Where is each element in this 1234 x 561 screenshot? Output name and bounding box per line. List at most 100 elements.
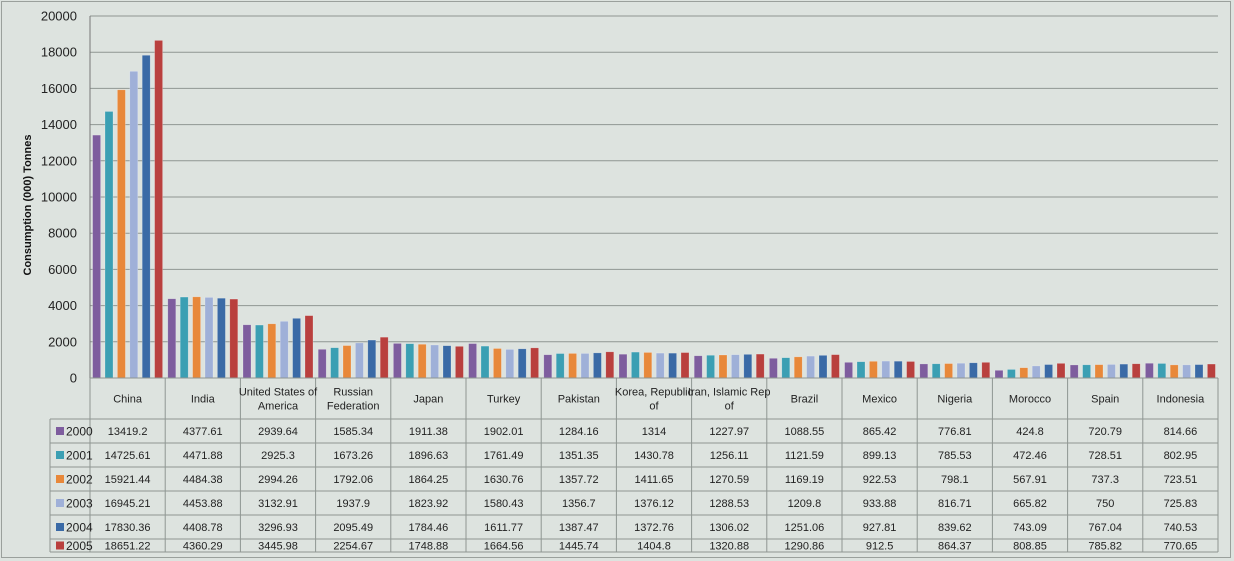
data-label: 927.81: [863, 522, 897, 534]
bar-2000: [543, 354, 553, 379]
bar-2000: [468, 343, 477, 379]
data-label: 1411.65: [635, 474, 674, 486]
legend-swatch-2000: [56, 427, 64, 435]
bar-2002: [117, 89, 126, 379]
data-label: 1284.16: [559, 426, 599, 438]
bar-2000: [693, 355, 703, 379]
bar-2004: [367, 339, 377, 379]
legend-swatch-2004: [56, 523, 64, 531]
data-label: 865.42: [863, 426, 897, 438]
bar-2002: [944, 363, 953, 379]
category-label: Federation: [327, 401, 380, 413]
data-label: 1611.77: [484, 522, 523, 534]
data-label: 740.53: [1164, 522, 1198, 534]
data-label: 720.79: [1088, 426, 1122, 438]
data-label: 4360.29: [183, 541, 223, 553]
data-label: 1748.88: [409, 541, 449, 553]
bar-2000: [317, 349, 327, 379]
data-label: 1792.06: [333, 474, 373, 486]
data-label: 1673.26: [333, 450, 373, 462]
data-label: 3296.93: [258, 522, 298, 534]
data-label: 2254.67: [333, 541, 373, 553]
bar-2000: [1069, 364, 1079, 379]
data-label: 1256.11: [710, 450, 749, 462]
data-label: 1372.76: [634, 522, 674, 534]
y-tick-label: 12000: [41, 153, 77, 168]
bar-2003: [881, 360, 891, 379]
data-label: 1430.78: [634, 450, 674, 462]
legend-swatch-2002: [56, 475, 64, 483]
bar-2002: [267, 323, 277, 379]
bar-2003: [806, 355, 815, 379]
data-label: 1902.01: [484, 426, 524, 438]
data-label: 16945.21: [105, 498, 151, 510]
data-label: 1823.92: [409, 498, 449, 510]
data-label: 750: [1096, 498, 1114, 510]
data-label: 1251.06: [785, 522, 825, 534]
bar-2005: [605, 351, 615, 379]
data-label: 785.53: [938, 450, 972, 462]
data-label: 2095.49: [333, 522, 373, 534]
bar-2000: [92, 134, 101, 379]
legend-label: 2005: [66, 539, 93, 553]
bar-2003: [129, 70, 139, 379]
data-label: 770.65: [1164, 541, 1198, 553]
category-label: Japan: [413, 394, 443, 406]
bar-2005: [1131, 363, 1141, 379]
legend-label: 2004: [66, 521, 93, 535]
bar-2005: [906, 361, 915, 379]
legend-label: 2003: [66, 497, 93, 511]
data-label: 1784.46: [409, 522, 449, 534]
bar-2001: [179, 296, 189, 379]
data-label: 13419.2: [108, 426, 148, 438]
bar-2001: [931, 363, 941, 379]
bar-2000: [393, 343, 402, 379]
category-label: Pakistan: [558, 394, 600, 406]
data-label: 14725.61: [105, 450, 151, 462]
data-label: 1630.76: [484, 474, 524, 486]
bar-2004: [1194, 364, 1204, 379]
bar-2003: [505, 349, 515, 379]
bar-2000: [242, 324, 252, 379]
legend-swatch-2005: [56, 541, 64, 550]
bar-2002: [417, 343, 427, 379]
data-label: 1864.25: [409, 474, 449, 486]
bar-2003: [355, 342, 364, 379]
data-label: 4484.38: [183, 474, 223, 486]
bar-2004: [969, 362, 978, 379]
data-label: 1288.53: [709, 498, 749, 510]
data-label: 1896.63: [409, 450, 449, 462]
bar-2000: [844, 362, 853, 379]
bar-2000: [919, 363, 929, 379]
category-label: America: [258, 401, 299, 413]
data-label: 18651.22: [105, 541, 151, 553]
y-axis-title: Consumption (000) Tonnes: [22, 135, 34, 276]
y-tick-label: 2000: [48, 334, 77, 349]
y-tick-label: 20000: [41, 9, 77, 24]
data-label: 776.81: [938, 426, 972, 438]
legend-label: 2000: [66, 425, 93, 439]
data-label: 1376.12: [634, 498, 674, 510]
data-label: 424.8: [1016, 426, 1044, 438]
bar-2001: [330, 347, 339, 379]
data-label: 1585.34: [333, 426, 373, 438]
bar-2001: [405, 343, 415, 379]
bar-2003: [580, 353, 590, 379]
y-tick-label: 14000: [41, 117, 77, 132]
data-label: 1314: [642, 426, 666, 438]
category-label: United States of: [239, 387, 318, 399]
bar-2004: [217, 297, 226, 379]
bar-2005: [981, 362, 991, 379]
data-label: 1169.19: [785, 474, 824, 486]
bar-2003: [279, 320, 289, 379]
bar-2002: [342, 345, 352, 379]
category-label: Mexico: [862, 394, 897, 406]
bar-2001: [255, 324, 264, 379]
bar-2001: [781, 357, 791, 379]
bar-2005: [755, 353, 765, 379]
data-label: 743.09: [1013, 522, 1047, 534]
data-label: 1664.56: [484, 541, 524, 553]
bar-2003: [1031, 365, 1041, 379]
y-tick-label: 0: [70, 371, 77, 386]
bar-2004: [668, 352, 677, 379]
